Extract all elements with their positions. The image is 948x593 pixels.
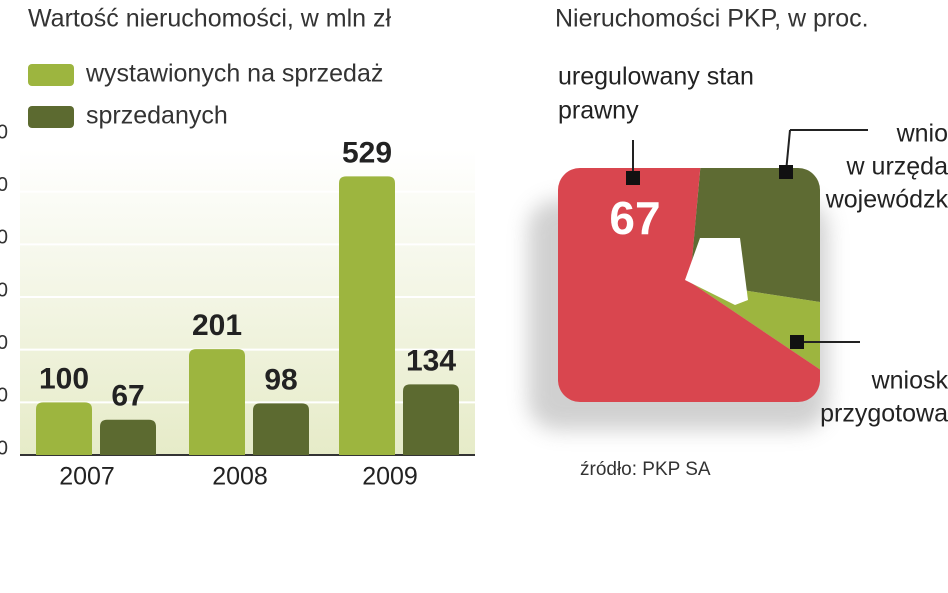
- slice-label: w urzęda: [846, 153, 948, 181]
- value-label: 98: [264, 363, 297, 396]
- x-tick-label: 2009: [362, 463, 418, 491]
- foreground: 67 uregulowany stan prawny wnio w urzęda woje…: [558, 63, 948, 480]
- legend-label: wystawionych na sprzedaż: [85, 60, 383, 88]
- y-tick-label: 200: [0, 332, 8, 354]
- value-label: 201: [192, 309, 242, 342]
- plot-background: [20, 150, 475, 455]
- pie-slice: [690, 282, 820, 402]
- x-tick-label: 2008: [212, 463, 268, 491]
- y-tick-label: 600: [0, 121, 8, 143]
- bar: [100, 419, 156, 455]
- slice-label: uregulowany stan: [558, 63, 754, 91]
- bar: [339, 176, 395, 456]
- hole: [685, 238, 748, 305]
- bar: [36, 402, 92, 455]
- slice-label: przygotowa: [820, 400, 948, 428]
- slice-label: wojewódzk: [825, 186, 948, 214]
- slice-label: prawny: [558, 97, 639, 125]
- chart-title: Nieruchomości PKP, w proc.: [555, 5, 869, 33]
- slice-label: wnio: [896, 120, 948, 148]
- y-tick-label: 300: [0, 279, 8, 301]
- callout-marker: [790, 335, 804, 349]
- callout-marker: [779, 165, 793, 179]
- y-tick-label: 400: [0, 227, 8, 249]
- value-label: 100: [39, 362, 89, 395]
- slice-label: wniosk: [871, 367, 948, 395]
- value-label: 67: [609, 192, 660, 244]
- bar: [403, 384, 459, 455]
- legend-swatch: [28, 106, 74, 128]
- value-label: 67: [111, 380, 144, 413]
- y-tick-label: 100: [0, 385, 8, 407]
- chart-title: Wartość nieruchomości, w mln zł: [28, 5, 391, 33]
- legend-swatch: [28, 64, 74, 86]
- y-tick-label: 500: [0, 174, 8, 196]
- bar: [189, 349, 245, 455]
- value-label: 529: [342, 136, 392, 169]
- value-label: 134: [406, 344, 456, 377]
- pie-slice: [558, 168, 820, 402]
- bar: [253, 403, 309, 455]
- legend-label: sprzedanych: [86, 102, 228, 130]
- y-tick-label: 0: [0, 437, 8, 459]
- source: źródło: PKP SA: [580, 459, 711, 480]
- x-tick-label: 2007: [59, 463, 115, 491]
- callout-marker: [626, 171, 640, 185]
